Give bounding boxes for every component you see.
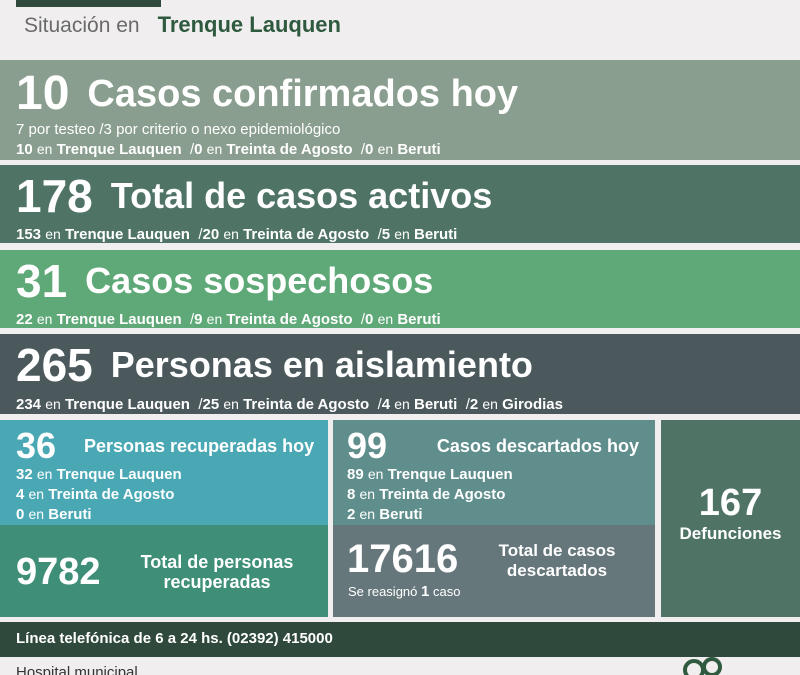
sospechosos-panel: 31 Casos sospechosos 22 en Trenque Lauqu… [0, 250, 800, 328]
descartados-total-panel: 17616 Total de casos descartados Se reas… [333, 525, 655, 617]
activos-localities: 153 en Trenque Lauquen /20 en Treinta de… [16, 226, 458, 243]
activos-number: 178 [16, 170, 93, 222]
header-city: Trenque Lauquen [157, 12, 341, 37]
header-prefix: Situación en [24, 14, 140, 37]
recuperados-hoy-number: 36 [16, 425, 57, 466]
descartados-hoy-loc-3: 2 en Beruti [347, 506, 423, 523]
confirmados-breakdown: 7 por testeo /3 por criterio o nexo epid… [16, 121, 341, 138]
confirmados-panel: 10 Casos confirmados hoy 7 por testeo /3… [0, 60, 800, 160]
aislamiento-number: 265 [16, 339, 93, 391]
defunciones-panel: 167 Defunciones [661, 420, 800, 617]
aislamiento-panel: 265 Personas en aislamiento 234 en Trenq… [0, 334, 800, 414]
recuperados-hoy-loc-3: 0 en Beruti [16, 506, 92, 523]
footer-phone: Línea telefónica de 6 a 24 hs. (02392) 4… [16, 630, 333, 647]
sospechosos-number: 31 [16, 255, 68, 307]
sospechosos-localities: 22 en Trenque Lauquen /9 en Treinta de A… [16, 311, 441, 328]
activos-title: Total de casos activos [110, 175, 493, 216]
confirmados-title: Casos confirmados hoy [87, 73, 519, 115]
page-header: Situación en Trenque Lauquen [24, 12, 341, 42]
confirmados-number: 10 [16, 67, 70, 120]
location-pin-logo-icon [680, 656, 728, 675]
recuperados-total-number: 9782 [16, 551, 101, 593]
aislamiento-localities: 234 en Trenque Lauquen /25 en Treinta de… [16, 396, 563, 413]
defunciones-label: Defunciones [679, 524, 782, 543]
descartados-total-number: 17616 [347, 537, 459, 581]
recuperados-hoy-loc-1: 32 en Trenque Lauquen [16, 466, 182, 483]
descartados-hoy-title: Casos descartados hoy [436, 436, 639, 456]
descartados-total-title: Total de casos descartados [498, 541, 616, 580]
descartados-hoy-panel: 99 Casos descartados hoy 89 en Trenque L… [333, 420, 655, 525]
recuperados-hoy-loc-2: 4 en Treinta de Agosto [16, 486, 175, 503]
defunciones-number: 167 [698, 482, 763, 524]
recuperados-total-title: Total de personas recuperadas [140, 552, 294, 592]
sospechosos-title: Casos sospechosos [85, 260, 434, 301]
descartados-reassign-note: Se reasignó 1 caso [348, 583, 461, 600]
activos-panel: 178 Total de casos activos 153 en Trenqu… [0, 165, 800, 243]
recuperados-total-panel: 9782 Total de personas recuperadas [0, 525, 328, 617]
footer-bar: Línea telefónica de 6 a 24 hs. (02392) 4… [0, 622, 800, 657]
top-accent-bar [16, 0, 161, 7]
aislamiento-title: Personas en aislamiento [110, 344, 533, 385]
recuperados-hoy-panel: 36 Personas recuperadas hoy 32 en Trenqu… [0, 420, 328, 525]
descartados-hoy-loc-1: 89 en Trenque Lauquen [347, 466, 513, 483]
bottom-caption: Hospital municipal [16, 664, 138, 675]
confirmados-localities: 10 en Trenque Lauquen /0 en Treinta de A… [16, 141, 441, 158]
descartados-hoy-loc-2: 8 en Treinta de Agosto [347, 486, 506, 503]
recuperados-hoy-title: Personas recuperadas hoy [84, 436, 315, 456]
descartados-hoy-number: 99 [347, 425, 388, 466]
